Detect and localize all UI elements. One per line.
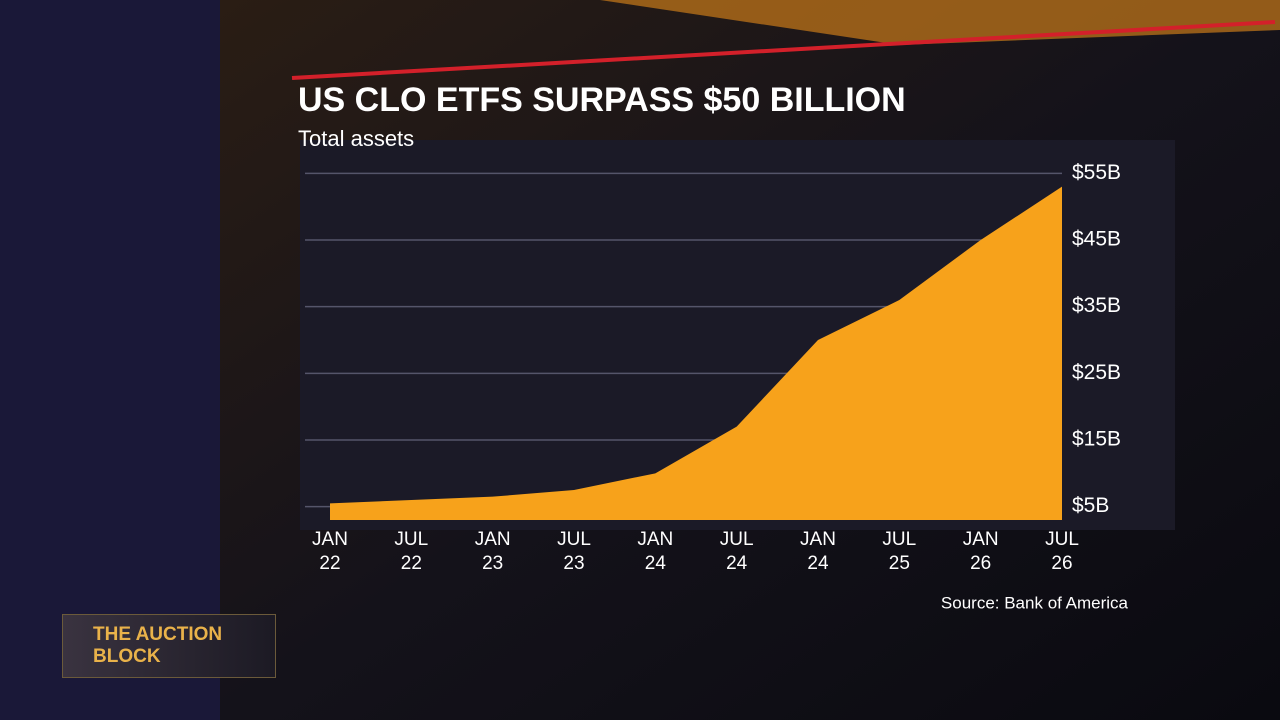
x-tick-label: JAN 22: [312, 529, 348, 574]
x-tick-label: JAN 24: [800, 529, 836, 574]
red-rule: [291, 20, 1276, 80]
chart-title: US CLO ETFS SURPASS $50 BILLION: [298, 81, 906, 119]
area: [330, 186, 1062, 520]
y-tick-label: $35B: [1072, 294, 1121, 317]
x-tick-label: JAN 24: [637, 529, 674, 574]
y-tick-label: $5B: [1072, 494, 1109, 517]
x-tick-label: JAN 26: [962, 529, 999, 574]
y-tick-label: $55B: [1072, 161, 1121, 184]
side-wall: [0, 0, 225, 720]
x-tick-label: JUL 22: [394, 529, 429, 574]
y-tick-label: $15B: [1072, 428, 1121, 451]
x-tick-label: JUL 23: [557, 529, 591, 574]
x-tick-label: JUL 24: [719, 529, 754, 574]
x-tick-label: JAN 23: [474, 529, 511, 574]
y-tick-label: $25B: [1072, 361, 1121, 384]
x-tick-label: JUL 25: [882, 529, 917, 574]
light-streak: [600, 0, 1280, 45]
chart-subtitle: Total assets: [298, 126, 414, 151]
x-tick-label: JUL 26: [1045, 529, 1079, 574]
source-note: Source: Bank of America: [941, 593, 1129, 612]
y-tick-label: $45B: [1072, 228, 1121, 251]
show-logo: THE AUCTION BLOCK: [62, 614, 276, 678]
